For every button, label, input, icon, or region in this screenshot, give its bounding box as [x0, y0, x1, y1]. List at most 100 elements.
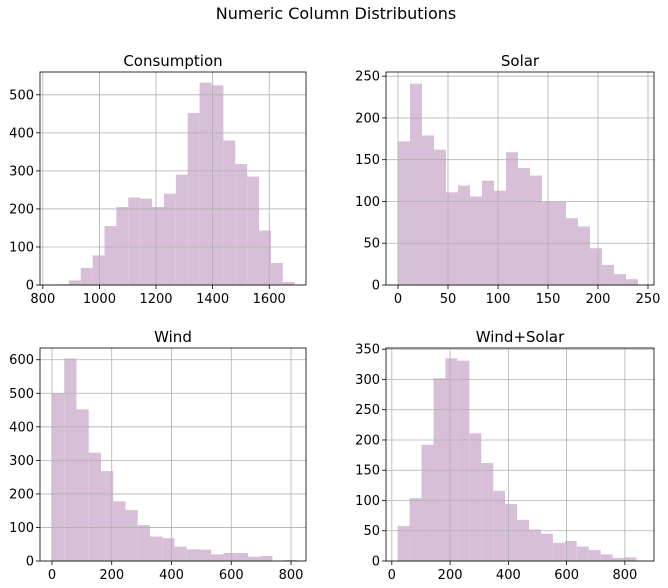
wind-solar-histogram: 0 200 400 600 800 0 50 100 150 200 250 300 350 Wind+S… — [355, 328, 655, 583]
wind-solar-bar — [409, 498, 422, 561]
wind-y-tick-label: 200 — [9, 487, 34, 502]
solar-bar — [470, 196, 482, 285]
wind-solar-bar — [493, 490, 506, 561]
consumption-y-tick-label: 400 — [9, 126, 34, 141]
wind-solar-bar — [517, 519, 530, 561]
wind-bar — [125, 510, 138, 561]
solar-bar — [446, 192, 458, 285]
wind-bar — [260, 555, 273, 561]
consumption-bar — [282, 281, 295, 285]
consumption-bar — [223, 140, 236, 285]
wind-solar-title: Wind+Solar — [476, 328, 565, 346]
consumption-bar — [211, 85, 224, 285]
wind-solar-x-tick-label: 800 — [612, 568, 637, 583]
wind-solar-x-tick-label: 400 — [496, 568, 521, 583]
solar-bar — [530, 175, 542, 285]
wind-y-tick-label: 600 — [9, 353, 34, 368]
solar-bar — [422, 135, 434, 285]
solar-y-tick-label: 150 — [355, 153, 380, 168]
consumption-bar — [128, 197, 141, 285]
wind-solar-bar — [433, 378, 446, 561]
consumption-y-tick-label: 300 — [9, 164, 34, 179]
wind-bar — [162, 538, 175, 561]
solar-bar — [566, 218, 578, 285]
solar-y-tick-label: 200 — [355, 111, 380, 126]
solar-y-tick-label: 250 — [355, 70, 380, 85]
wind-x-tick-label: 0 — [48, 568, 56, 583]
consumption-bar — [140, 198, 153, 285]
wind-x-tick-label: 400 — [159, 568, 184, 583]
wind-axes-frame — [39, 347, 307, 562]
wind-solar-bar — [600, 554, 613, 561]
consumption-bar — [92, 255, 105, 285]
consumption-x-tick-label: 1200 — [139, 292, 172, 307]
consumption-x-tick-label: 1000 — [83, 292, 116, 307]
solar-y-tick-label: 50 — [363, 237, 380, 252]
wind-solar-bar — [576, 546, 589, 561]
wind-y-tick-label: 300 — [9, 454, 34, 469]
solar-title: Solar — [501, 52, 540, 70]
wind-bar — [137, 525, 150, 561]
suptitle: Numeric Column Distributions — [216, 4, 456, 23]
solar-x-tick-label: 100 — [486, 292, 511, 307]
wind-solar-bar — [421, 444, 434, 561]
wind-solar-y-tick-label: 100 — [355, 494, 380, 509]
solar-bar — [398, 141, 410, 285]
consumption-histogram: 800 1000 1200 1400 1600 0 100 200 300 400 500 Consu… — [9, 52, 307, 307]
consumption-bar — [187, 113, 200, 285]
consumption-bar — [68, 280, 81, 285]
consumption-y-tick-label: 0 — [26, 279, 34, 294]
wind-bar — [186, 549, 199, 561]
solar-x-tick-label: 150 — [536, 292, 561, 307]
wind-solar-axes-frame — [385, 347, 655, 562]
wind-bar — [64, 358, 77, 561]
wind-x-tick-label: 800 — [279, 568, 304, 583]
consumption-x-tick-label: 1400 — [196, 292, 229, 307]
solar-bar — [410, 83, 422, 285]
wind-solar-y-tick-label: 350 — [355, 343, 380, 358]
solar-bar — [482, 180, 494, 285]
wind-y-tick-label: 500 — [9, 387, 34, 402]
wind-solar-bar — [552, 542, 565, 561]
wind-bar — [76, 409, 89, 561]
consumption-bar — [152, 207, 164, 285]
wind-histogram: 0 200 400 600 800 0 100 200 300 400 500 600 Wind — [9, 328, 307, 583]
solar-bar — [494, 190, 506, 285]
wind-x-tick-label: 600 — [219, 568, 244, 583]
solar-bar — [434, 149, 446, 285]
wind-solar-bar — [505, 504, 518, 561]
consumption-y-tick-label: 500 — [9, 88, 34, 103]
consumption-axes-frame — [39, 71, 307, 286]
consumption-bar — [175, 174, 188, 285]
wind-solar-bar — [624, 557, 637, 561]
solar-x-tick-label: 0 — [394, 292, 402, 307]
consumption-bar — [104, 226, 117, 285]
wind-solar-x-tick-label: 0 — [388, 568, 396, 583]
wind-bar — [174, 546, 187, 561]
wind-solar-bar — [540, 533, 553, 561]
solar-bar — [458, 185, 470, 285]
solar-x-tick-label: 200 — [586, 292, 611, 307]
solar-bar — [614, 274, 626, 285]
wind-solar-y-tick-label: 250 — [355, 403, 380, 418]
wind-solar-bar — [588, 550, 601, 561]
panels: 800 1000 1200 1400 16000100200300400500Consu… — [9, 52, 660, 583]
wind-y-tick-label: 0 — [26, 555, 34, 570]
wind-solar-bar — [469, 433, 482, 561]
wind-solar-y-tick-label: 300 — [355, 373, 380, 388]
consumption-bar — [116, 207, 129, 285]
wind-solar-x-tick-label: 200 — [438, 568, 463, 583]
consumption-y-tick-label: 200 — [9, 202, 34, 217]
wind-solar-y-tick-label: 150 — [355, 464, 380, 479]
consumption-bar — [199, 82, 212, 286]
wind-y-tick-label: 400 — [9, 420, 34, 435]
consumption-bar — [270, 262, 283, 285]
wind-bar — [211, 554, 224, 561]
wind-solar-y-tick-label: 200 — [355, 433, 380, 448]
wind-solar-bar — [445, 358, 458, 561]
wind-bar — [248, 556, 261, 561]
wind-solar-x-tick-label: 600 — [554, 568, 579, 583]
consumption-title: Consumption — [123, 52, 222, 70]
wind-bar — [88, 452, 101, 561]
